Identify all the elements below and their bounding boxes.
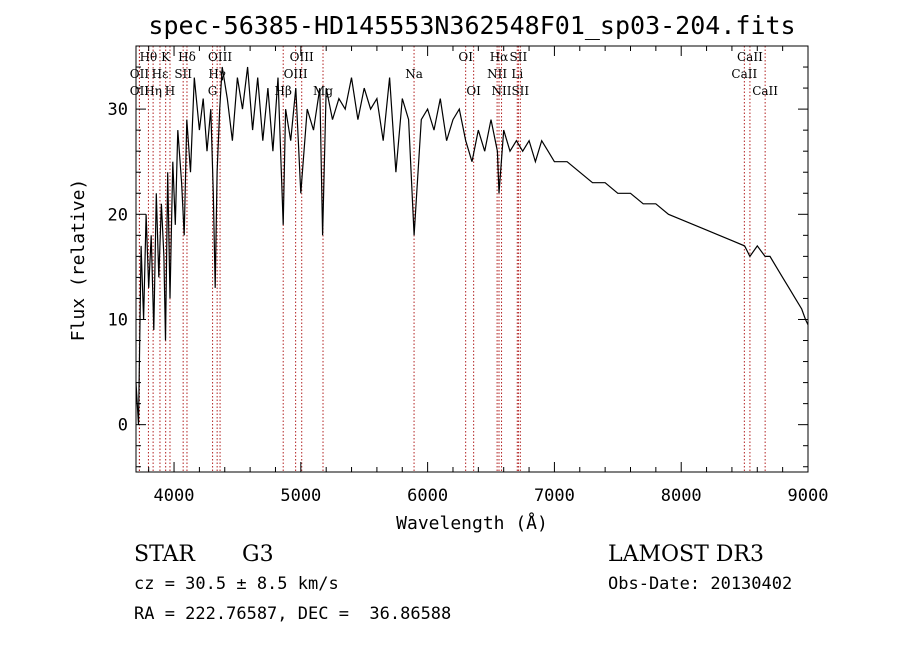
line-label-6: SII xyxy=(174,67,192,81)
spectrum-line xyxy=(135,66,809,425)
line-label-15: Mg xyxy=(313,84,333,98)
line-label-4: Hε xyxy=(152,67,169,81)
object-class: STAR xyxy=(134,542,196,567)
line-label-13: OIII xyxy=(290,50,314,64)
line-label-11: G xyxy=(208,84,218,98)
line-label-23: Li xyxy=(511,67,523,81)
line-label-24: SII xyxy=(511,84,529,98)
x-tick-label: 9000 xyxy=(788,486,829,506)
line-label-7: H xyxy=(165,84,175,98)
y-tick-label: 30 xyxy=(108,100,128,120)
line-label-17: OI xyxy=(458,50,473,64)
subclass: G3 xyxy=(242,542,274,567)
line-label-0: OII xyxy=(130,84,150,98)
y-tick-label: 0 xyxy=(118,416,128,436)
line-label-22: SII xyxy=(510,50,528,64)
line-label-21: NII xyxy=(492,84,512,98)
x-tick-label: 7000 xyxy=(534,486,575,506)
line-label-5: K xyxy=(161,50,171,64)
spectral-line-markers xyxy=(138,46,766,472)
redshift-cz: cz = 30.5 ± 8.5 km/s xyxy=(134,574,339,594)
y-tick-label: 10 xyxy=(108,310,128,330)
plot-frame xyxy=(135,45,809,473)
line-label-19: Hα xyxy=(490,50,509,64)
x-tick-label: 5000 xyxy=(280,486,321,506)
line-label-8: Hδ xyxy=(178,50,196,64)
line-label-14: OIII xyxy=(284,67,308,81)
survey-name: LAMOST DR3 xyxy=(608,542,764,567)
line-label-27: CaII xyxy=(752,84,778,98)
chart-title: spec-56385-HD145553N362548F01_sp03-204.f… xyxy=(148,11,795,40)
line-label-16: Na xyxy=(405,67,423,81)
y-tick-label: 20 xyxy=(108,205,128,225)
line-label-1: Hθ xyxy=(140,50,158,64)
coordinates: RA = 222.76587, DEC = 36.86588 xyxy=(134,604,451,624)
y-axis-ticks: 0 10 20 30 xyxy=(108,45,808,468)
line-label-25: CaII xyxy=(737,50,763,64)
y-axis-label: Flux (relative) xyxy=(68,179,89,342)
line-label-26: CaII xyxy=(731,67,757,81)
line-label-18: OI xyxy=(466,84,481,98)
line-label-9: OIII xyxy=(208,50,232,64)
x-tick-label: 8000 xyxy=(661,486,702,506)
line-label-2: OII xyxy=(130,67,150,81)
line-label-20: NII xyxy=(487,67,507,81)
x-tick-label: 6000 xyxy=(407,486,448,506)
line-label-3: Hη xyxy=(144,84,162,98)
obs-date: Obs-Date: 20130402 xyxy=(608,574,792,594)
x-axis-label: Wavelength (Å) xyxy=(396,512,548,534)
x-axis-ticks: 4000 5000 6000 7000 8000 9000 xyxy=(148,46,829,506)
x-tick-label: 4000 xyxy=(154,486,195,506)
